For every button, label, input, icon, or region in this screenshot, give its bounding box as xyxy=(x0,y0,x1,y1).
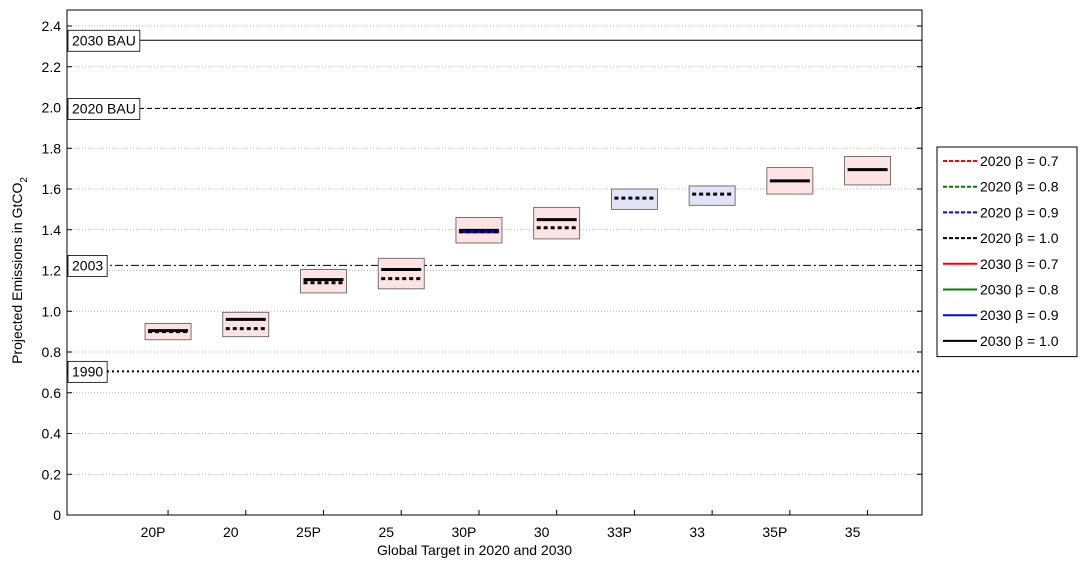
y-tick-label: 2.0 xyxy=(42,100,62,116)
legend-label: 2020 β = 0.7 xyxy=(980,153,1059,169)
range-box xyxy=(300,269,347,294)
y-axis-label: Projected Emissions in GtCO2 xyxy=(9,177,30,364)
reference-label-box xyxy=(67,98,141,120)
range-box xyxy=(377,257,425,290)
x-tick-label: 20 xyxy=(223,524,239,540)
range-box xyxy=(533,206,581,240)
legend-label: 2030 β = 0.9 xyxy=(980,307,1059,323)
reference-label-box xyxy=(67,360,108,383)
range-box xyxy=(688,185,736,206)
x-tick-label: 30 xyxy=(534,524,550,540)
y-tick-label: 0 xyxy=(53,507,61,523)
reference-label: 2003 xyxy=(72,257,103,273)
reference-label-box xyxy=(67,255,108,277)
x-axis-label: Global Target in 2020 and 2030 xyxy=(377,542,572,558)
x-tick-label: 33P xyxy=(607,524,632,540)
x-tick-label: 33 xyxy=(689,524,705,540)
x-tick-label: 25P xyxy=(296,524,321,540)
legend-label: 2020 β = 1.0 xyxy=(980,230,1059,246)
y-axis-label-text: Projected Emissions in GtCO xyxy=(9,183,25,364)
legend-label: 2020 β = 0.8 xyxy=(980,179,1059,195)
legend-label: 2030 β = 1.0 xyxy=(980,333,1059,349)
y-tick-label: 1.8 xyxy=(42,140,62,156)
range-box xyxy=(222,311,270,338)
y-tick-label: 1.4 xyxy=(42,222,62,238)
y-tick-label: 0.8 xyxy=(42,344,62,360)
y-tick-label: 0.2 xyxy=(42,466,62,482)
x-tick-label: 35P xyxy=(762,524,787,540)
y-tick-label: 1.6 xyxy=(42,181,62,197)
reference-label-box xyxy=(67,29,141,52)
y-tick-label: 2.2 xyxy=(42,59,62,75)
y-tick-label: 0.6 xyxy=(42,385,62,401)
legend-label: 2030 β = 0.8 xyxy=(980,282,1059,298)
y-tick-label: 1.2 xyxy=(42,263,62,279)
x-tick-label: 30P xyxy=(451,524,476,540)
y-tick-label: 1.0 xyxy=(42,303,62,319)
legend-label: 2030 β = 0.7 xyxy=(980,256,1059,272)
y-tick-label: 2.4 xyxy=(42,18,62,34)
reference-label: 2020 BAU xyxy=(72,101,136,117)
y-tick-label: 0.4 xyxy=(42,426,62,442)
plot-frame xyxy=(66,9,923,516)
reference-label: 1990 xyxy=(72,363,103,379)
range-box xyxy=(611,188,658,210)
y-axis-label-sub: 2 xyxy=(19,177,30,183)
x-tick-label: 20P xyxy=(141,524,166,540)
x-tick-label: 25 xyxy=(378,524,394,540)
legend-box xyxy=(936,146,1078,358)
x-tick-label: 35 xyxy=(845,524,861,540)
legend-label: 2020 β = 0.9 xyxy=(980,204,1059,220)
reference-label: 2030 BAU xyxy=(72,32,136,48)
